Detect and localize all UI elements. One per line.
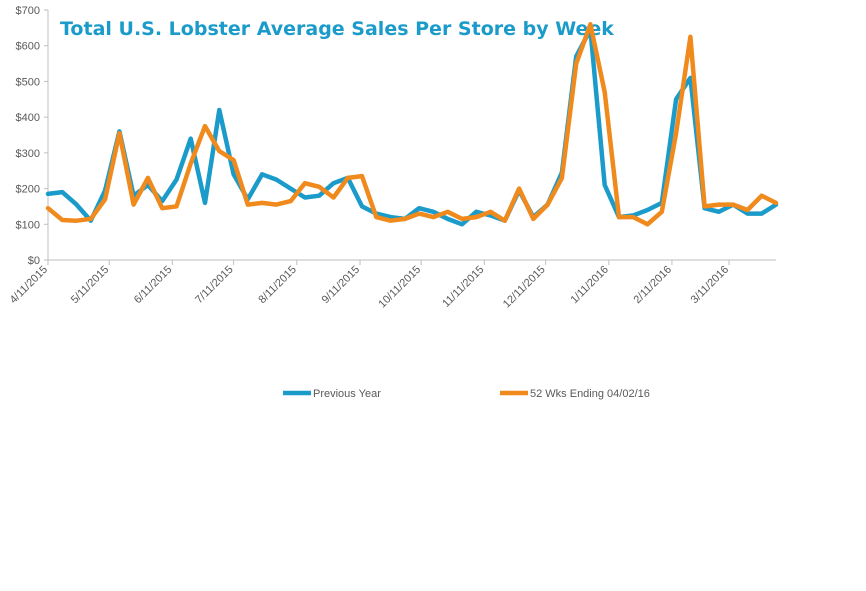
x-tick-label: 3/11/2016 bbox=[689, 264, 732, 307]
series-line-1 bbox=[45, 27, 779, 227]
series-line-2 bbox=[45, 22, 779, 227]
x-tick-label: 1/11/2016 bbox=[568, 264, 611, 307]
x-tick-label: 8/11/2015 bbox=[256, 264, 299, 307]
x-tick-label: 5/11/2015 bbox=[69, 264, 112, 307]
x-tick-label: 12/11/2015 bbox=[501, 264, 548, 311]
y-tick-label: $200 bbox=[16, 184, 40, 196]
legend: Previous Year 52 Wks Ending 04/02/16 bbox=[283, 388, 650, 400]
x-axis: 4/11/2015 5/11/2015 6/11/2015 7/11/2015 8/11… bbox=[8, 259, 776, 311]
x-tick-label: 11/11/2015 bbox=[440, 264, 486, 310]
x-tick-label: 7/11/2015 bbox=[193, 264, 236, 307]
y-axis: $0 $100 $200 $300 $400 $500 $600 $700 bbox=[16, 5, 49, 267]
x-tick-label: 10/11/2015 bbox=[376, 264, 423, 311]
y-tick-label: $500 bbox=[16, 76, 40, 88]
y-tick-label: $0 bbox=[28, 255, 40, 267]
series-lines bbox=[45, 22, 779, 227]
x-tick-label: 6/11/2015 bbox=[132, 264, 175, 307]
chart-title: Total U.S. Lobster Average Sales Per Sto… bbox=[60, 18, 614, 40]
y-tick-label: $400 bbox=[16, 112, 40, 124]
x-tick-label: 9/11/2015 bbox=[320, 264, 363, 307]
legend-label: 52 Wks Ending 04/02/16 bbox=[530, 388, 650, 400]
y-tick-label: $300 bbox=[16, 148, 40, 160]
y-tick-label: $100 bbox=[16, 219, 40, 231]
x-tick-label: 2/11/2016 bbox=[632, 264, 675, 307]
y-tick-label: $600 bbox=[16, 41, 40, 53]
y-tick-label: $700 bbox=[16, 5, 40, 17]
legend-label: Previous Year bbox=[313, 388, 381, 400]
x-tick-label: 4/11/2015 bbox=[8, 264, 51, 307]
